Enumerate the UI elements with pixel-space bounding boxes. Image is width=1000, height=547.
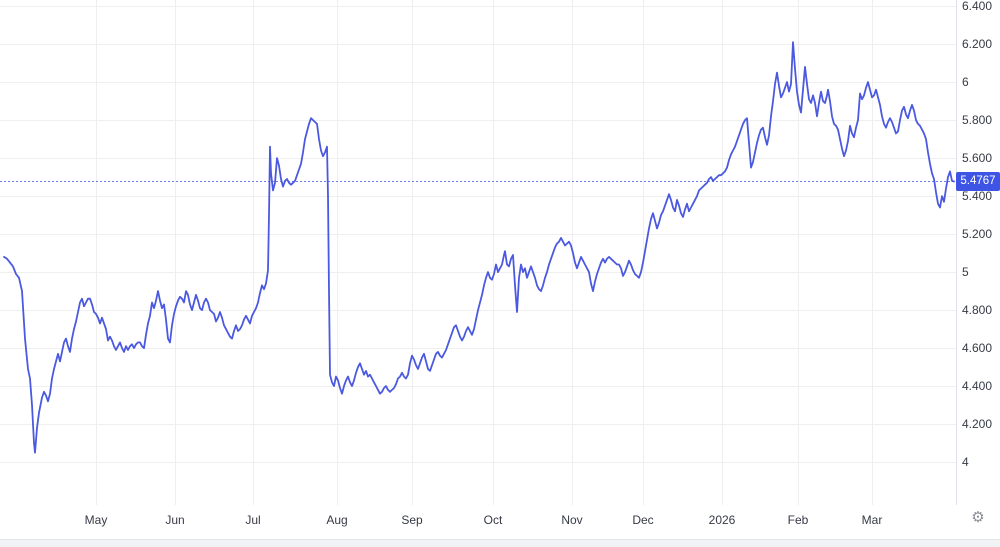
y-tick-label: 4 [962, 455, 969, 470]
x-tick-label: Mar [861, 513, 883, 527]
x-tick-label: Dec [632, 513, 654, 527]
y-tick-label: 5 [962, 265, 969, 280]
y-tick-label: 6 [962, 75, 969, 90]
x-tick-label: 2026 [708, 513, 736, 527]
axis-corner: ⚙ [956, 505, 1000, 539]
y-tick-label: 5.400 [962, 189, 993, 204]
chart-plot-area[interactable] [0, 0, 956, 505]
x-tick-label: Jul [245, 513, 261, 527]
time-axis[interactable]: May Jun Jul Aug Sep Oct Nov Dec 2026 Feb Mar [0, 505, 956, 539]
y-tick-label: 4.800 [962, 303, 993, 318]
current-price-label: 5.4767 [956, 171, 1000, 191]
y-tick-label: 5.600 [962, 151, 993, 166]
y-tick-label: 5.200 [962, 227, 993, 242]
y-tick-label: 4.200 [962, 417, 993, 432]
x-tick-label: Jun [165, 513, 185, 527]
x-tick-label: Nov [561, 513, 583, 527]
x-tick-label: Feb [787, 513, 809, 527]
x-tick-label: Oct [483, 513, 503, 527]
y-tick-label: 4.600 [962, 341, 993, 356]
bottom-strip [0, 539, 1000, 547]
y-tick-label: 6.200 [962, 37, 993, 52]
x-tick-label: May [84, 513, 108, 527]
plot-svg [0, 0, 956, 505]
series-line [3, 41, 955, 454]
y-tick-label: 5.800 [962, 113, 993, 128]
x-tick-label: Sep [401, 513, 423, 527]
current-price-value: 5.4767 [960, 175, 996, 188]
x-tick-label: Aug [326, 513, 348, 527]
y-tick-label: 4.400 [962, 379, 993, 394]
y-tick-label: 6.400 [962, 0, 993, 14]
settings-gear-icon[interactable]: ⚙ [971, 509, 985, 526]
price-axis[interactable]: 5.4767 6.400 6.200 6 5.800 5.600 5.400 5.200 5 4… [956, 0, 1000, 505]
